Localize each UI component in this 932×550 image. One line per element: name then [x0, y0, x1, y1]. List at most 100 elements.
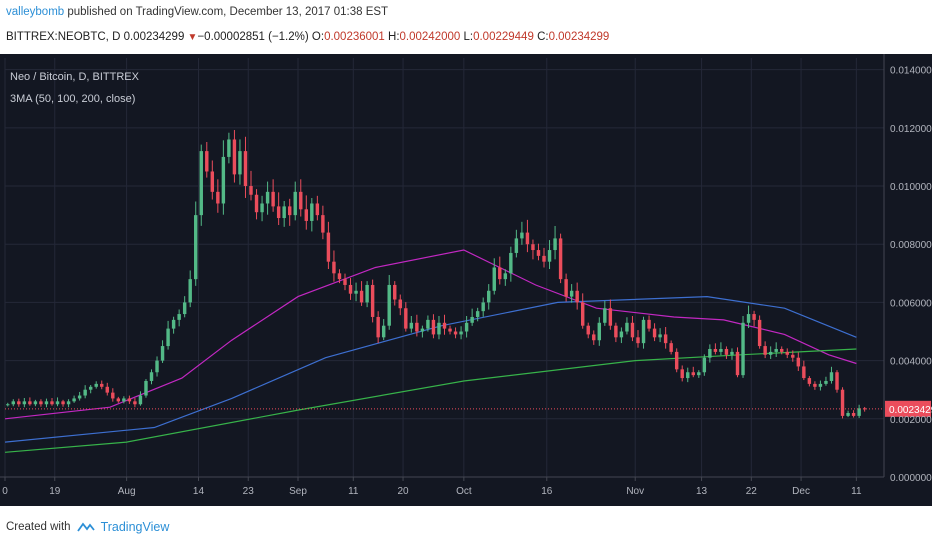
candle-body	[370, 284, 375, 317]
candle-body	[846, 412, 850, 416]
high-label: H:	[388, 31, 400, 43]
footer: Created with TradingView	[6, 520, 169, 534]
candle-body	[205, 151, 209, 172]
x-tick-label: Nov	[626, 486, 644, 497]
candle-body	[575, 290, 579, 303]
candle-body	[780, 348, 784, 352]
candle-body	[144, 380, 148, 396]
ohlc-bar: BITTREX:NEOBTC, D 0.00234299 ▼−0.0000285…	[6, 31, 609, 43]
candle-body	[531, 244, 535, 251]
candle-body	[111, 392, 115, 399]
candle-body	[813, 383, 817, 387]
candle-body	[94, 383, 98, 387]
candle-body	[232, 139, 237, 175]
candle-body	[199, 151, 203, 216]
price-change: −0.00002851 (−1.2%)	[197, 31, 309, 43]
candle-body	[724, 348, 729, 355]
candle-body	[580, 302, 585, 326]
candle-body	[149, 372, 154, 381]
candle-body	[216, 191, 220, 204]
x-tick-label: 20	[397, 486, 409, 497]
candle-body	[713, 348, 718, 352]
candle-body	[365, 284, 369, 303]
candle-body	[409, 322, 414, 329]
candle-body	[332, 261, 336, 274]
price-chart[interactable]: 0.00234299 0.00000000 0.00200000 0.0040000…	[0, 54, 932, 506]
chart-background	[0, 54, 932, 506]
candle-body	[39, 401, 43, 405]
candle-body	[415, 322, 419, 332]
candle-body	[265, 191, 270, 204]
x-tick-label: 23	[243, 486, 255, 497]
x-tick-label: 11	[851, 486, 862, 497]
publish-info: valleybomb published on TradingView.com,…	[6, 6, 388, 18]
candle-body	[381, 325, 386, 338]
candle-body	[680, 369, 684, 379]
x-tick-label: Dec	[792, 486, 810, 497]
candle-body	[55, 401, 60, 405]
candle-body	[17, 401, 21, 405]
candle-body	[509, 252, 513, 274]
candle-body	[542, 255, 546, 262]
candle-body	[453, 331, 458, 335]
candle-body	[210, 171, 215, 192]
candle-body	[77, 395, 82, 399]
candle-body	[691, 372, 695, 376]
candle-body	[498, 267, 502, 280]
x-tick-label: 22	[746, 486, 758, 497]
y-tick-label: 0.00800000	[890, 240, 932, 251]
candle-body	[564, 279, 568, 297]
tradingview-brand[interactable]: TradingView	[100, 520, 170, 534]
x-tick-label: Oct	[456, 486, 472, 497]
candle-body	[393, 284, 397, 300]
candle-body	[376, 316, 380, 338]
candle-body	[807, 378, 812, 384]
candle-body	[752, 314, 756, 320]
candle-body	[818, 383, 823, 387]
candle-body	[33, 401, 38, 405]
candle-body	[520, 232, 524, 239]
candle-body	[337, 273, 342, 280]
candle-body	[182, 302, 187, 315]
candle-body	[791, 354, 795, 358]
candle-body	[155, 360, 159, 373]
candle-body	[464, 322, 469, 332]
candle-body	[437, 322, 441, 335]
candle-body	[829, 372, 834, 381]
candle-body	[658, 334, 662, 338]
candle-body	[426, 319, 430, 329]
candle-body	[177, 314, 181, 320]
x-tick-label: Sep	[289, 486, 307, 497]
candle-body	[802, 366, 806, 379]
y-tick-label: 0.01200000	[890, 124, 932, 135]
author-link[interactable]: valleybomb	[6, 6, 65, 18]
candle-body	[44, 401, 49, 405]
candle-body	[398, 299, 402, 309]
candle-body	[586, 325, 590, 335]
candle-body	[61, 401, 65, 405]
candle-body	[475, 311, 480, 317]
candle-body	[343, 279, 347, 285]
last-price: 0.00234299	[123, 31, 185, 43]
candle-body	[221, 156, 226, 204]
candle-body	[72, 398, 76, 402]
candle-body	[271, 191, 275, 207]
y-tick-label: 0.00200000	[890, 415, 932, 426]
x-tick-label: 14	[193, 486, 205, 497]
candle-body	[763, 346, 767, 355]
high-value: 0.00242000	[399, 31, 461, 43]
candle-body	[614, 325, 618, 338]
x-tick-label: 11	[348, 486, 359, 497]
candle-body	[592, 334, 596, 341]
candle-body	[171, 319, 176, 329]
candle-body	[697, 372, 701, 376]
low-value: 0.00229449	[473, 31, 534, 43]
candle-body	[525, 232, 530, 245]
candle-body	[774, 348, 778, 352]
candle-body	[238, 151, 242, 175]
candle-body	[194, 215, 198, 280]
candle-body	[735, 351, 740, 376]
candle-body	[442, 322, 447, 329]
candle-body	[481, 302, 485, 312]
candle-body	[310, 203, 314, 221]
